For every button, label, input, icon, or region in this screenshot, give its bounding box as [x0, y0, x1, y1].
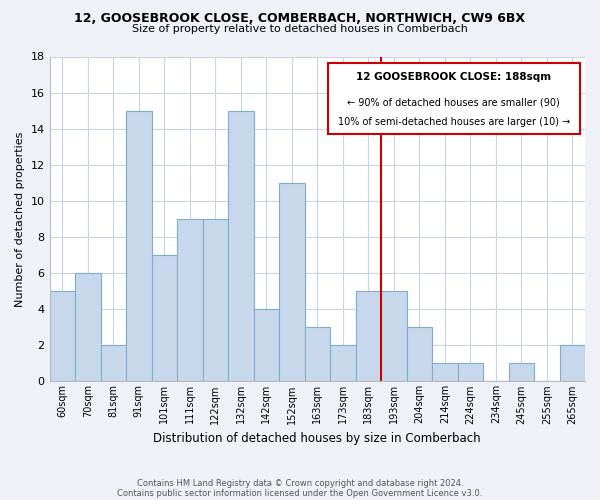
Bar [279, 183, 305, 382]
Bar [101, 346, 126, 382]
Text: 12 GOOSEBROOK CLOSE: 188sqm: 12 GOOSEBROOK CLOSE: 188sqm [356, 72, 551, 82]
Text: 10% of semi-detached houses are larger (10) →: 10% of semi-detached houses are larger (… [338, 116, 570, 126]
Bar [330, 346, 356, 382]
Text: Size of property relative to detached houses in Comberbach: Size of property relative to detached ho… [132, 24, 468, 34]
Bar [254, 309, 279, 382]
Text: Contains public sector information licensed under the Open Government Licence v3: Contains public sector information licen… [118, 488, 482, 498]
Bar [203, 219, 228, 382]
Bar [152, 255, 177, 382]
Bar [381, 291, 407, 382]
Bar [509, 364, 534, 382]
Bar [228, 110, 254, 382]
Bar [432, 364, 458, 382]
Bar [356, 291, 381, 382]
Bar [126, 110, 152, 382]
Bar [458, 364, 483, 382]
Bar [407, 327, 432, 382]
Bar [75, 273, 101, 382]
Bar [177, 219, 203, 382]
Bar [305, 327, 330, 382]
Text: ← 90% of detached houses are smaller (90): ← 90% of detached houses are smaller (90… [347, 98, 560, 108]
Text: 12, GOOSEBROOK CLOSE, COMBERBACH, NORTHWICH, CW9 6BX: 12, GOOSEBROOK CLOSE, COMBERBACH, NORTHW… [74, 12, 526, 26]
Text: Contains HM Land Registry data © Crown copyright and database right 2024.: Contains HM Land Registry data © Crown c… [137, 478, 463, 488]
Bar [50, 291, 75, 382]
X-axis label: Distribution of detached houses by size in Comberbach: Distribution of detached houses by size … [154, 432, 481, 445]
Y-axis label: Number of detached properties: Number of detached properties [15, 132, 25, 306]
Bar [560, 346, 585, 382]
